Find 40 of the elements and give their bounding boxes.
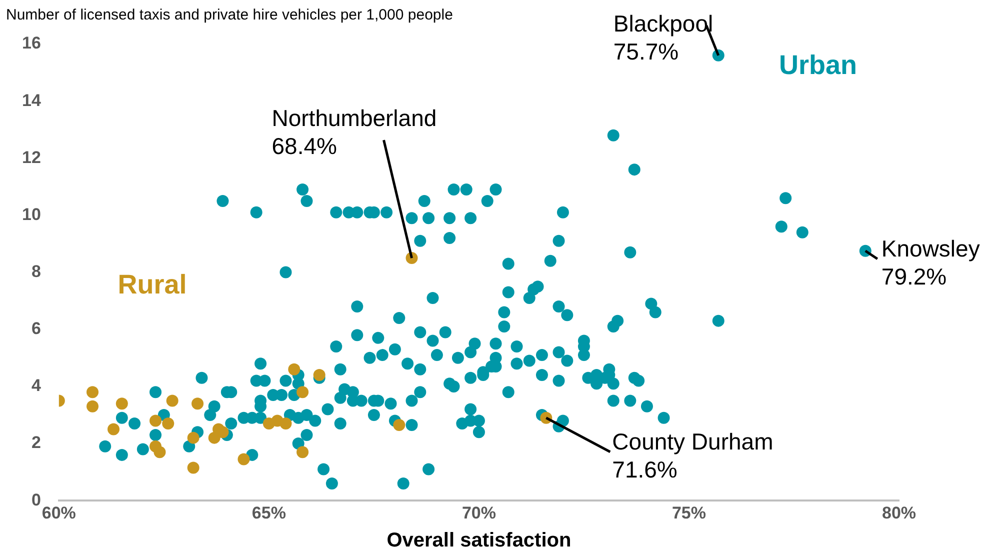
point	[108, 423, 120, 436]
y-tick-label: 0	[31, 490, 41, 510]
point	[166, 394, 178, 407]
point	[154, 446, 166, 458]
x-tick-label: 70%	[462, 503, 496, 522]
point	[187, 462, 200, 474]
point	[116, 398, 128, 410]
text: Urban	[778, 50, 857, 80]
x-tick-label: 80%	[882, 503, 916, 522]
y-tick-label: 12	[22, 148, 41, 167]
point	[150, 414, 162, 427]
y-axis-title: Number of licensed taxis and private hire vehicles per 1,000 people	[6, 6, 453, 24]
point	[296, 386, 309, 398]
point	[280, 418, 292, 430]
y-tick-label: 10	[22, 204, 41, 224]
y-tick-label: 2	[31, 433, 41, 452]
annotation: Northumberland 68.4%	[272, 104, 437, 159]
point	[187, 432, 200, 444]
point	[162, 418, 174, 430]
point	[238, 453, 250, 466]
annotation: County Durham 71.6%	[612, 428, 774, 483]
point	[288, 363, 300, 376]
point	[86, 386, 99, 398]
text: Rural	[118, 269, 187, 300]
point	[393, 418, 406, 431]
point	[86, 400, 99, 412]
y-tick-label: 4	[31, 376, 42, 396]
point	[192, 398, 204, 410]
annotation: Blackpool 75.7%	[613, 10, 714, 64]
annotation: Knowsley 79.2%	[881, 236, 980, 290]
point	[313, 369, 326, 382]
point	[296, 446, 309, 458]
x-axis-title: Overall satisfaction	[386, 530, 572, 552]
x-tick-label: 75%	[672, 503, 706, 522]
x-tick-label: 65%	[252, 503, 286, 522]
x-tick-label: 60%	[42, 503, 76, 522]
y-tick-label: 16	[22, 34, 41, 53]
y-tick-label: 8	[31, 262, 41, 281]
y-tick-label: 6	[31, 319, 41, 338]
y-tick-label: 14	[22, 90, 42, 110]
